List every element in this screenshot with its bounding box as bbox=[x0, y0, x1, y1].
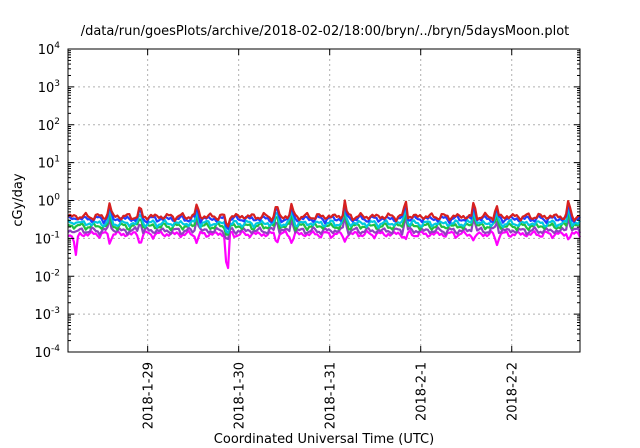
x-tick-label: 2018-1-29 bbox=[142, 362, 157, 429]
series-group bbox=[67, 199, 582, 270]
y-tick-label: 102 bbox=[38, 117, 60, 134]
x-tick-label: 2018-1-30 bbox=[233, 362, 248, 429]
x-axis: 2018-1-29 2018-1-30 2018-1-31 2018-2-1 2018-… bbox=[142, 49, 521, 429]
y-tick-label: 103 bbox=[38, 79, 60, 96]
x-tick-label: 2018-2-2 bbox=[506, 362, 521, 421]
grid bbox=[68, 49, 580, 352]
y-tick-label: 10-3 bbox=[34, 306, 60, 323]
y-axis: 10-4 10-3 10-2 10-1 100 101 102 103 104 bbox=[34, 41, 580, 361]
y-tick-label: 100 bbox=[38, 193, 61, 210]
series-line bbox=[67, 199, 581, 228]
y-tick-label: 10-2 bbox=[34, 268, 60, 285]
chart-title: /data/run/goesPlots/archive/2018-02-02/1… bbox=[81, 24, 570, 39]
series-line bbox=[67, 215, 582, 240]
y-tick-label: 104 bbox=[38, 41, 61, 58]
x-tick-label: 2018-2-1 bbox=[415, 362, 430, 421]
y-tick-label: 10-4 bbox=[34, 344, 60, 361]
x-axis-label: Coordinated Universal Time (UTC) bbox=[214, 432, 434, 447]
x-tick-label: 2018-1-31 bbox=[324, 362, 339, 429]
y-tick-label: 10-1 bbox=[34, 230, 60, 247]
y-tick-label: 101 bbox=[38, 155, 60, 172]
series-line bbox=[67, 229, 581, 270]
y-axis-label: cGy/day bbox=[11, 173, 26, 227]
